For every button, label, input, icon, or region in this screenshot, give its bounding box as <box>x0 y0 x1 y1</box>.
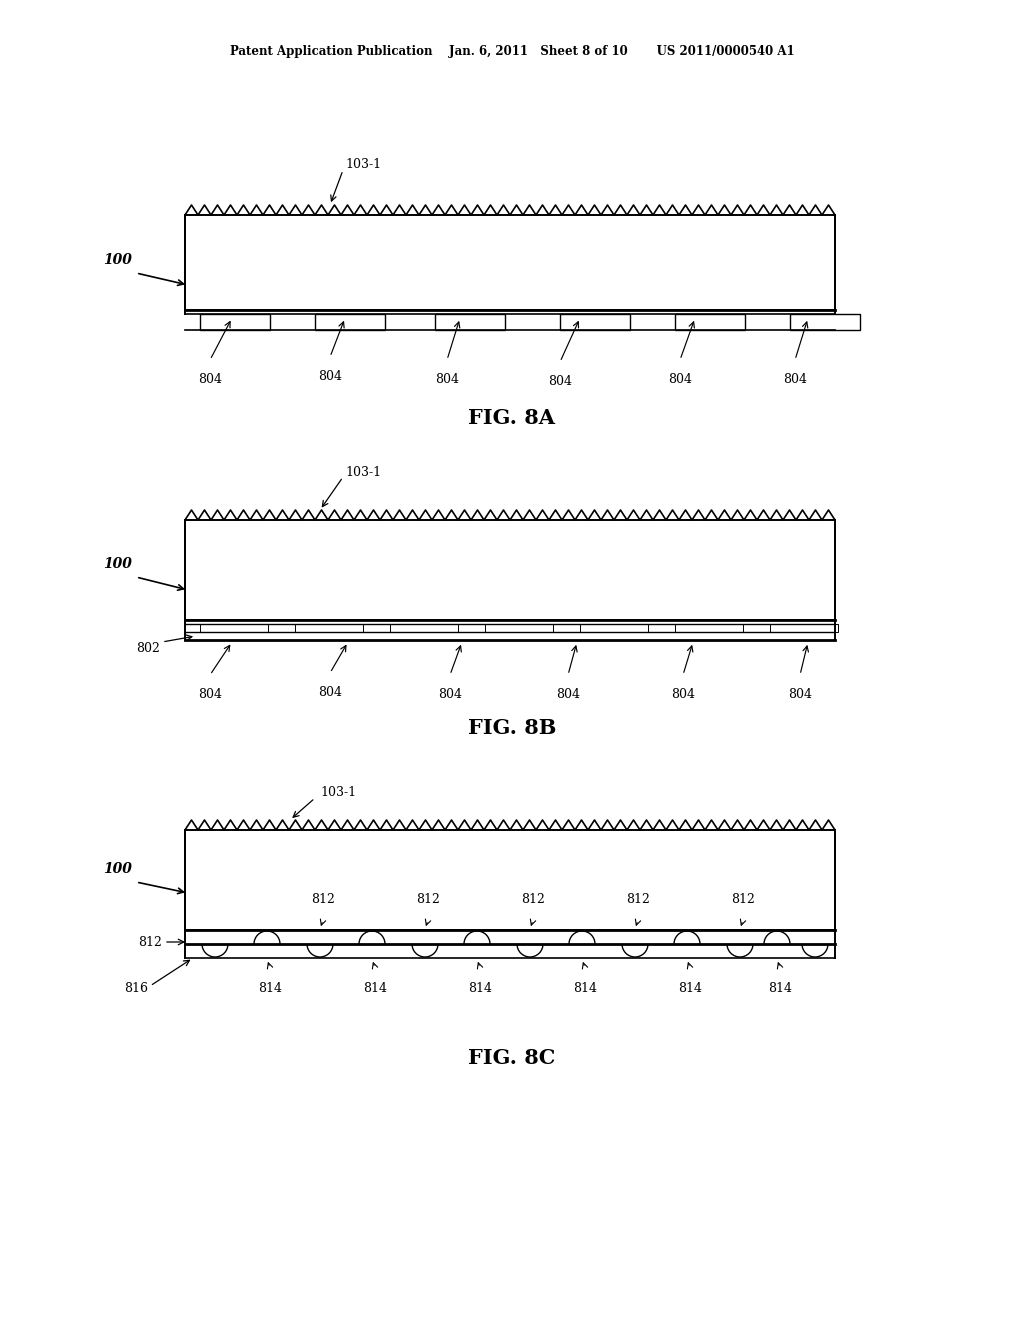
Text: 814: 814 <box>573 982 597 995</box>
Text: 100: 100 <box>103 557 132 572</box>
Text: 814: 814 <box>468 982 492 995</box>
Bar <box>315 314 385 330</box>
Bar <box>560 314 630 330</box>
Text: 804: 804 <box>198 374 222 385</box>
Bar <box>390 624 458 632</box>
Bar <box>200 314 270 330</box>
Text: 804: 804 <box>671 688 695 701</box>
Text: 804: 804 <box>318 370 342 383</box>
Bar <box>185 520 835 620</box>
Text: 814: 814 <box>678 982 702 995</box>
Text: 804: 804 <box>783 374 807 385</box>
Text: 804: 804 <box>788 688 812 701</box>
Bar <box>435 314 505 330</box>
Bar <box>485 624 553 632</box>
Bar <box>675 624 743 632</box>
Text: 814: 814 <box>258 982 282 995</box>
Bar <box>790 314 860 330</box>
Text: 816: 816 <box>124 982 148 994</box>
Text: 804: 804 <box>318 686 342 700</box>
Bar <box>675 314 745 330</box>
Text: 804: 804 <box>556 688 580 701</box>
Text: 812: 812 <box>521 894 545 906</box>
Text: 812: 812 <box>626 894 650 906</box>
Text: Patent Application Publication    Jan. 6, 2011   Sheet 8 of 10       US 2011/000: Patent Application Publication Jan. 6, 2… <box>229 45 795 58</box>
Text: 812: 812 <box>138 936 162 949</box>
Bar <box>185 215 835 310</box>
Text: 100: 100 <box>103 862 132 876</box>
Text: 804: 804 <box>198 688 222 701</box>
Text: FIG. 8C: FIG. 8C <box>468 1048 556 1068</box>
Text: 103-1: 103-1 <box>345 158 381 172</box>
Text: 802: 802 <box>136 642 160 655</box>
Text: FIG. 8B: FIG. 8B <box>468 718 556 738</box>
Bar <box>295 624 362 632</box>
Text: 103-1: 103-1 <box>345 466 381 479</box>
Text: 814: 814 <box>362 982 387 995</box>
Text: FIG. 8A: FIG. 8A <box>469 408 555 428</box>
Bar <box>770 624 838 632</box>
Text: 804: 804 <box>548 375 572 388</box>
Text: 812: 812 <box>731 894 755 906</box>
Bar <box>200 624 268 632</box>
Text: 103-1: 103-1 <box>319 787 356 800</box>
Text: 804: 804 <box>435 374 459 385</box>
Bar <box>185 830 835 931</box>
Text: 804: 804 <box>668 374 692 385</box>
Bar <box>580 624 648 632</box>
Text: 812: 812 <box>311 894 335 906</box>
Text: 814: 814 <box>768 982 792 995</box>
Text: 804: 804 <box>438 688 462 701</box>
Text: 812: 812 <box>416 894 440 906</box>
Text: 100: 100 <box>103 253 132 267</box>
